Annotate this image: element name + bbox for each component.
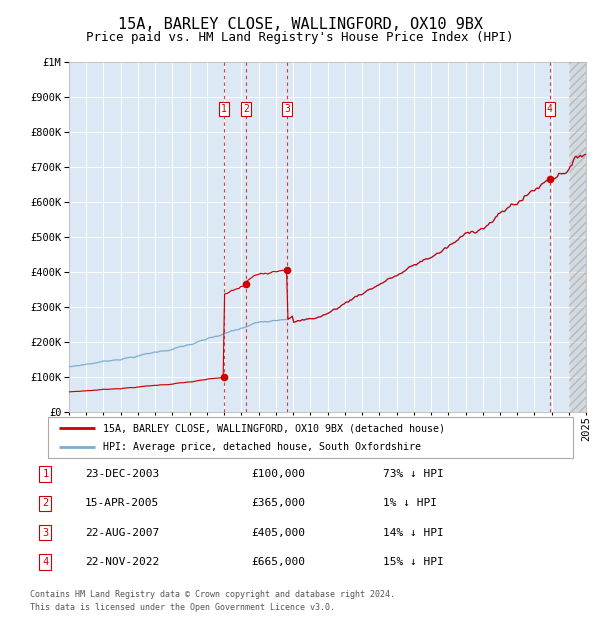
Text: 23-DEC-2003: 23-DEC-2003 <box>85 469 160 479</box>
Text: 22-NOV-2022: 22-NOV-2022 <box>85 557 160 567</box>
Bar <box>569 62 586 412</box>
Text: 1: 1 <box>221 104 227 114</box>
Text: 1% ↓ HPI: 1% ↓ HPI <box>383 498 437 508</box>
Text: 15% ↓ HPI: 15% ↓ HPI <box>383 557 444 567</box>
Text: Price paid vs. HM Land Registry's House Price Index (HPI): Price paid vs. HM Land Registry's House … <box>86 31 514 44</box>
Text: 2: 2 <box>43 498 49 508</box>
Text: £665,000: £665,000 <box>251 557 305 567</box>
Text: This data is licensed under the Open Government Licence v3.0.: This data is licensed under the Open Gov… <box>30 603 335 612</box>
Text: 2: 2 <box>244 104 250 114</box>
Text: 14% ↓ HPI: 14% ↓ HPI <box>383 528 444 538</box>
Text: 22-AUG-2007: 22-AUG-2007 <box>85 528 160 538</box>
Text: 3: 3 <box>284 104 290 114</box>
Text: 15A, BARLEY CLOSE, WALLINGFORD, OX10 9BX: 15A, BARLEY CLOSE, WALLINGFORD, OX10 9BX <box>118 17 482 32</box>
Text: 4: 4 <box>43 557 49 567</box>
Text: £405,000: £405,000 <box>251 528 305 538</box>
Text: 1: 1 <box>43 469 49 479</box>
Text: 3: 3 <box>43 528 49 538</box>
FancyBboxPatch shape <box>48 417 573 458</box>
Text: Contains HM Land Registry data © Crown copyright and database right 2024.: Contains HM Land Registry data © Crown c… <box>30 590 395 600</box>
Text: 15A, BARLEY CLOSE, WALLINGFORD, OX10 9BX (detached house): 15A, BARLEY CLOSE, WALLINGFORD, OX10 9BX… <box>103 423 445 433</box>
Text: 4: 4 <box>547 104 553 114</box>
Text: 73% ↓ HPI: 73% ↓ HPI <box>383 469 444 479</box>
Text: HPI: Average price, detached house, South Oxfordshire: HPI: Average price, detached house, Sout… <box>103 441 421 452</box>
Text: £100,000: £100,000 <box>251 469 305 479</box>
Text: £365,000: £365,000 <box>251 498 305 508</box>
Text: 15-APR-2005: 15-APR-2005 <box>85 498 160 508</box>
Bar <box>569 62 586 412</box>
